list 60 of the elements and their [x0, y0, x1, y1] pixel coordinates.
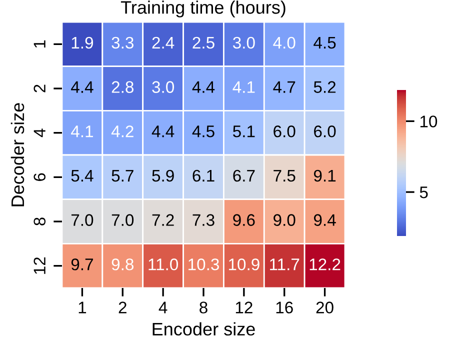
y-tick-label: 2 [34, 84, 46, 92]
data-label: 2.8 [112, 81, 134, 93]
data-label: 9.8 [112, 258, 134, 270]
data-label: 5.1 [233, 126, 255, 138]
data-label: 9.4 [314, 214, 336, 226]
data-label: 4.2 [111, 126, 134, 138]
data-label: 4.7 [273, 81, 296, 93]
y-tick-label: 1 [34, 40, 46, 48]
data-label: 2.4 [152, 36, 174, 48]
x-tick-label: 1 [78, 302, 86, 314]
data-label: 4.4 [152, 126, 174, 138]
data-label: 3.0 [152, 81, 174, 93]
x-tick-label: 16 [276, 302, 293, 314]
y-axis-title: Decoder size [10, 103, 24, 206]
data-label: 6.0 [314, 126, 336, 138]
data-label: 6.7 [233, 170, 255, 182]
data-label: 9.6 [233, 214, 255, 226]
data-label: 1.9 [72, 36, 94, 49]
data-label: 9.1 [314, 170, 336, 182]
data-label: 5.7 [112, 170, 134, 182]
data-label: 4.5 [314, 37, 336, 49]
data-label: 6.0 [274, 126, 296, 138]
data-label: 11.0 [148, 258, 178, 270]
data-label: 5.4 [71, 170, 94, 182]
color-bar-label: 10 [420, 116, 438, 128]
x-axis-title: Encoder size [152, 322, 255, 336]
data-label: 3.3 [112, 36, 134, 49]
data-label: 10.9 [228, 258, 260, 270]
data-label: 9.0 [274, 214, 296, 226]
y-tick-label: 8 [34, 218, 46, 226]
data-label: 9.7 [71, 258, 93, 270]
data-label: 2.5 [192, 36, 214, 49]
x-tick-label: 12 [236, 302, 252, 314]
data-label: 5.9 [152, 170, 174, 182]
data-label: 7.3 [192, 214, 214, 226]
data-label: 10.3 [188, 258, 219, 270]
data-label: 7.0 [71, 214, 94, 226]
data-label: 5.2 [314, 81, 336, 93]
chart-title: Training time (hours) [120, 0, 286, 18]
data-label: 4.4 [192, 81, 215, 93]
data-label: 6.1 [192, 170, 214, 182]
data-label: 12.2 [310, 258, 340, 270]
color-bar-label: 5 [420, 186, 428, 198]
data-label: 4.0 [273, 36, 296, 49]
y-tick-label: 6 [34, 173, 46, 181]
data-label: 3.0 [232, 36, 255, 49]
data-label: 4.5 [192, 126, 214, 138]
y-tick-label: 4 [34, 128, 46, 138]
data-label: 4.4 [71, 81, 94, 93]
y-tick-label: 12 [34, 257, 46, 274]
data-label: 4.1 [71, 126, 93, 138]
data-label: 7.0 [112, 214, 134, 226]
data-label: 7.2 [152, 214, 174, 226]
data-label: 11.7 [270, 258, 300, 270]
x-tick-label: 20 [316, 302, 334, 314]
data-label: 4.1 [232, 81, 255, 93]
data-label: 7.5 [274, 170, 296, 182]
x-tick-label: 8 [200, 302, 208, 314]
x-tick-label: 4 [158, 302, 168, 314]
x-tick-label: 2 [118, 302, 126, 314]
